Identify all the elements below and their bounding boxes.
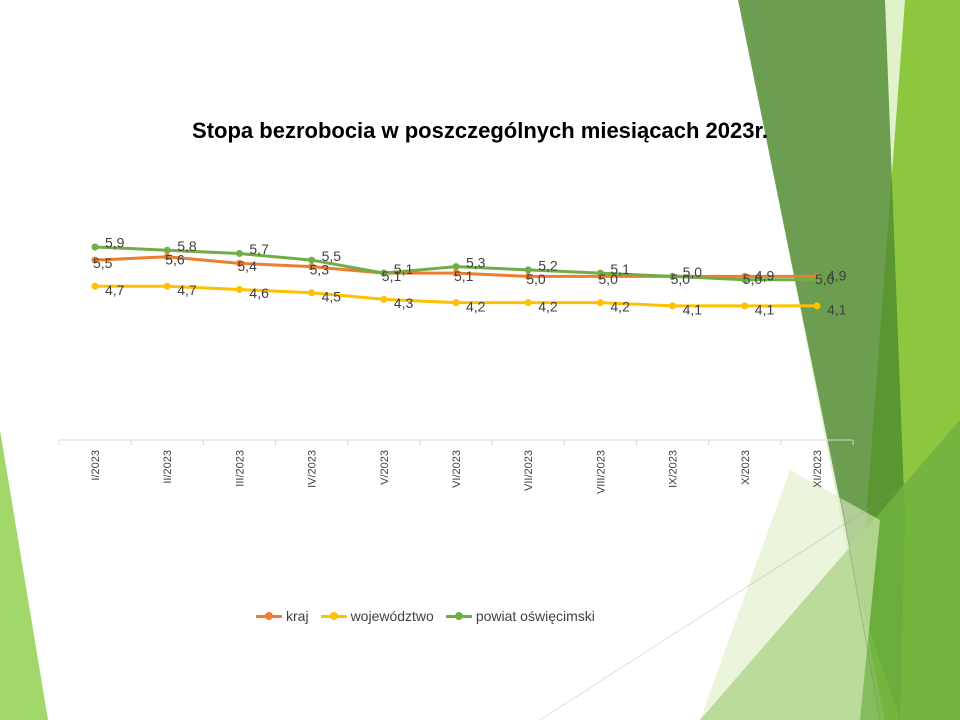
data-label-wojewodztwo: 4,1 <box>827 302 847 318</box>
legend-marker-kraj <box>256 611 282 621</box>
data-point-wojewodztwo <box>524 299 532 307</box>
data-label-kraj: 5,1 <box>454 268 474 284</box>
chart-title: Stopa bezrobocia w poszczególnych miesią… <box>192 118 768 143</box>
x-tick-label: VII/2023 <box>523 450 535 491</box>
data-point-kraj <box>452 269 460 277</box>
data-label-kraj: 5,0 <box>598 271 618 287</box>
data-label-kraj: 5,4 <box>237 258 257 274</box>
data-point-wojewodztwo <box>380 295 388 303</box>
data-point-powiat <box>235 250 243 258</box>
data-point-kraj <box>308 263 316 271</box>
x-tick-label: V/2023 <box>379 450 391 485</box>
data-label-powiat: 4,9 <box>827 267 847 283</box>
data-label-wojewodztwo: 4,1 <box>683 302 703 318</box>
data-point-kraj <box>524 272 532 280</box>
data-label-powiat: 5,0 <box>683 264 703 280</box>
x-tick-label: I/2023 <box>90 450 102 481</box>
deco-thin-line-2 <box>539 449 960 720</box>
data-label-powiat: 5,2 <box>538 258 558 274</box>
data-label-kraj: 5,1 <box>382 268 402 284</box>
data-label-wojewodztwo: 4,6 <box>249 285 269 301</box>
data-label-powiat: 5,5 <box>322 248 342 264</box>
x-tick-label: IX/2023 <box>668 450 680 488</box>
data-point-kraj <box>235 259 243 267</box>
data-label-powiat: 5,9 <box>105 235 125 251</box>
data-point-powiat <box>452 263 460 271</box>
data-label-powiat: 5,1 <box>610 261 630 277</box>
deco-bottom-pale-shape <box>700 470 880 720</box>
legend-label-wojewodztwo: województwo <box>350 608 434 624</box>
data-point-kraj <box>91 256 99 264</box>
data-point-wojewodztwo <box>741 302 749 310</box>
data-label-kraj: 5,6 <box>165 252 185 268</box>
legend-marker-powiat <box>445 611 472 621</box>
data-label-powiat: 5,8 <box>177 238 197 254</box>
data-label-kraj: 5,3 <box>310 261 330 277</box>
data-point-wojewodztwo <box>163 282 171 290</box>
data-label-wojewodztwo: 4,2 <box>538 298 558 314</box>
data-point-powiat <box>669 272 677 280</box>
x-tick-label: IV/2023 <box>307 450 319 488</box>
data-label-kraj: 5,5 <box>93 255 113 271</box>
x-tick-label: III/2023 <box>234 450 246 487</box>
data-label-wojewodztwo: 4,3 <box>394 295 414 311</box>
legend-item-wojewodztwo: województwo <box>320 608 434 624</box>
data-point-powiat <box>813 276 821 284</box>
x-tick-label: VI/2023 <box>451 450 463 488</box>
data-point-wojewodztwo <box>452 299 460 307</box>
data-point-wojewodztwo <box>813 302 821 310</box>
data-label-kraj: 5,0 <box>671 271 691 287</box>
x-tick-label: X/2023 <box>740 450 752 485</box>
data-point-wojewodztwo <box>91 282 99 290</box>
data-point-powiat <box>163 246 171 254</box>
data-point-wojewodztwo <box>308 289 316 297</box>
data-point-wojewodztwo <box>669 302 677 310</box>
data-label-wojewodztwo: 4,5 <box>322 288 342 304</box>
data-point-wojewodztwo <box>596 299 604 307</box>
data-point-powiat <box>596 269 604 277</box>
data-point-powiat <box>91 243 99 251</box>
legend-item-powiat: powiat oświęcimski <box>445 608 595 624</box>
x-tick-label: II/2023 <box>162 450 174 484</box>
data-label-wojewodztwo: 4,2 <box>610 298 630 314</box>
legend-label-powiat: powiat oświęcimski <box>475 608 595 624</box>
data-label-kraj: 5,0 <box>815 271 835 287</box>
data-point-wojewodztwo <box>235 286 243 294</box>
deco-thin-line <box>751 0 881 720</box>
data-label-powiat: 5,3 <box>466 254 486 270</box>
legend-marker-wojewodztwo <box>320 611 347 621</box>
data-label-wojewodztwo: 4,7 <box>105 282 125 298</box>
data-label-wojewodztwo: 4,7 <box>177 282 197 298</box>
data-label-kraj: 5,0 <box>743 271 763 287</box>
data-point-kraj <box>163 253 171 261</box>
data-point-powiat <box>741 276 749 284</box>
data-label-powiat: 5,7 <box>249 241 269 257</box>
x-tick-label: XI/2023 <box>812 450 824 488</box>
deco-left-triangle <box>0 430 48 720</box>
data-point-powiat <box>308 256 316 264</box>
legend-item-kraj: kraj <box>256 608 309 624</box>
data-label-kraj: 5,0 <box>526 271 546 287</box>
x-tick-label: VIII/2023 <box>595 450 607 494</box>
data-label-wojewodztwo: 4,2 <box>466 298 486 314</box>
legend-label-kraj: kraj <box>286 608 309 624</box>
chart-legend: kraj województwo powiat oświęcimski <box>256 608 607 624</box>
data-label-wojewodztwo: 4,1 <box>755 302 775 318</box>
data-label-powiat: 4,9 <box>755 267 775 283</box>
data-point-powiat <box>524 266 532 274</box>
data-label-powiat: 5,1 <box>394 261 414 277</box>
data-point-powiat <box>380 269 388 277</box>
